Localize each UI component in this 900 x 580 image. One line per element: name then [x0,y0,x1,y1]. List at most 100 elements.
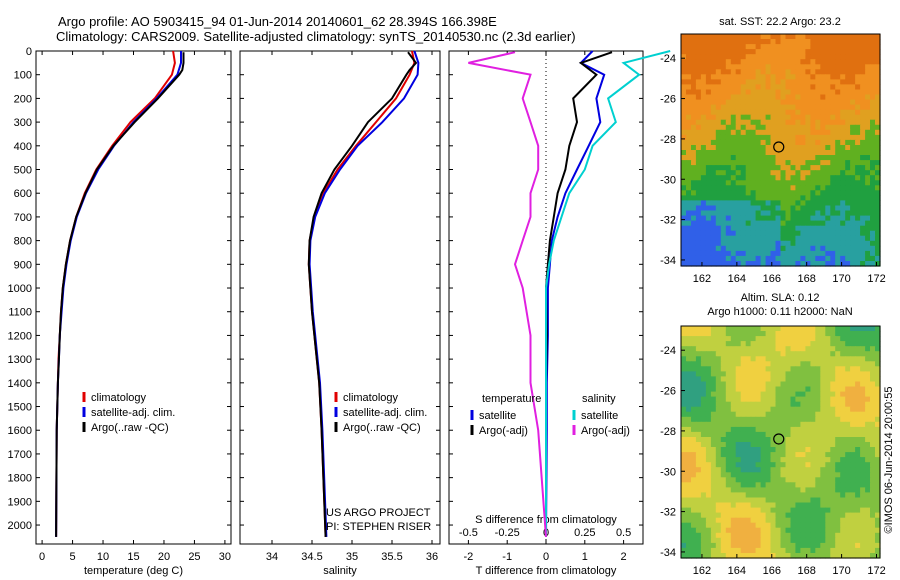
map-x-tick-label: 172 [867,565,885,577]
x-tick-label: 34.5 [301,551,322,563]
legend-label: Argo(..raw -QC) [343,422,421,434]
x-axis-label: T difference from climatology [476,565,617,577]
y-tick-label: 100 [14,70,32,82]
series-line-satellite [545,50,671,537]
map-x-tick-label: 168 [798,565,816,577]
y-tick-label: 1600 [8,425,32,437]
legend-label: satellite-adj. clim. [343,407,427,419]
map-y-tick-label: -32 [660,215,676,227]
x-tick-label: 30 [219,551,231,563]
series-line-argorawqc [55,52,185,537]
title-line-1: Argo profile: AO 5903415_94 01-Jun-2014 … [58,14,497,29]
legend-label: satellite [581,410,618,422]
y-tick-label: 900 [14,259,32,271]
y-tick-label: 700 [14,212,32,224]
y-tick-label: 1900 [8,496,32,508]
map-cells-sst-map [681,34,881,267]
map-x-tick-label: 162 [693,565,711,577]
y-tick-label: 1200 [8,330,32,342]
y-tick-label: 1500 [8,402,32,414]
series-line-argorawqc [307,51,418,537]
s-tick-label: 0.5 [616,527,631,539]
sla-map-title: Altim. SLA: 0.12 [741,292,820,304]
map-y-tick-label: -28 [660,134,676,146]
sst-map-title: sat. SST: 22.2 Argo: 23.2 [719,16,841,28]
legend-label: Argo(-adj) [581,425,630,437]
y-tick-label: 0 [26,46,32,58]
y-tick-label: 500 [14,165,32,177]
map-frame [680,325,881,559]
x-tick-label: -2 [464,551,474,563]
x-tick-label: 35 [346,551,358,563]
map-y-tick-label: -30 [660,174,676,186]
legend-label: climatology [343,392,399,404]
legend-label: satellite [479,410,516,422]
y-tick-label: 600 [14,188,32,200]
map-y-tick-label: -26 [660,386,676,398]
x-tick-label: 0 [543,551,549,563]
legend-label: Argo(..raw -QC) [91,422,169,434]
map-y-tick-label: -34 [660,255,676,267]
x-axis-label: salinity [323,565,357,577]
x-tick-label: 25 [188,551,200,563]
imos-timestamp-label: ©IMOS 06-Jun-2014 20:00:55 [883,387,895,534]
map-x-tick-label: 172 [867,273,885,285]
y-tick-label: 300 [14,117,32,129]
legend-label: climatology [91,392,147,404]
map-x-tick-label: 164 [728,565,746,577]
x-tick-label: 10 [97,551,109,563]
legend-label: Argo(-adj) [479,425,528,437]
map-y-tick-label: -24 [660,53,676,65]
series-line-argoadj [468,51,547,537]
map-cells-sla-map [681,326,881,559]
map-y-tick-label: -26 [660,94,676,106]
map-frame [680,33,881,267]
series-line-climatology [55,50,176,537]
map-x-tick-label: 170 [832,273,850,285]
s-tick-label: 0.25 [574,527,595,539]
y-tick-label: 1800 [8,473,32,485]
x-axis-label: temperature (deg C) [84,565,183,577]
map-y-tick-label: -32 [660,507,676,519]
x-tick-label: 36 [426,551,438,563]
x-tick-label: 0 [39,551,45,563]
y-tick-label: 1400 [8,378,32,390]
x-tick-label: 1 [582,551,588,563]
legend-header-temperature: temperature [482,393,541,405]
map-x-tick-label: 168 [798,273,816,285]
map-y-tick-label: -34 [660,547,676,559]
y-tick-label: 1000 [8,283,32,295]
title-line-2: Climatology: CARS2009. Satellite-adjuste… [56,29,576,44]
y-tick-label: 1100 [8,307,32,319]
series-line-satelliteadjclim [55,51,182,537]
y-tick-label: 2000 [8,520,32,532]
map-y-tick-label: -28 [660,426,676,438]
y-tick-label: 800 [14,236,32,248]
s-tick-label: -0.25 [495,527,520,539]
x-tick-label: 2 [621,551,627,563]
s-tick-label: -0.5 [459,527,478,539]
map-x-tick-label: 166 [763,565,781,577]
y-tick-label: 200 [14,93,32,105]
series-line-satellite [545,50,606,537]
map-y-tick-label: -30 [660,466,676,478]
plot-frame-temperature-profile [35,50,232,545]
x-tick-label: 15 [127,551,139,563]
x-tick-label: 20 [158,551,170,563]
map-x-tick-label: 164 [728,273,746,285]
argo-position-marker [773,433,785,445]
y-tick-label: 1300 [8,354,32,366]
map-x-tick-label: 162 [693,273,711,285]
x-tick-label: 5 [70,551,76,563]
x-tick-label: 34 [266,551,278,563]
x-tick-label: 35.5 [381,551,402,563]
map-y-tick-label: -24 [660,345,676,357]
legend-label: satellite-adj. clim. [91,407,175,419]
plot-frame-salinity-profile [239,50,441,545]
y-tick-label: 400 [14,141,32,153]
sla-map-subtitle: Argo h1000: 0.11 h2000: NaN [707,306,852,318]
x-tick-label: -1 [502,551,512,563]
series-line-argoadj [544,51,613,537]
legend-header-salinity: salinity [582,393,616,405]
